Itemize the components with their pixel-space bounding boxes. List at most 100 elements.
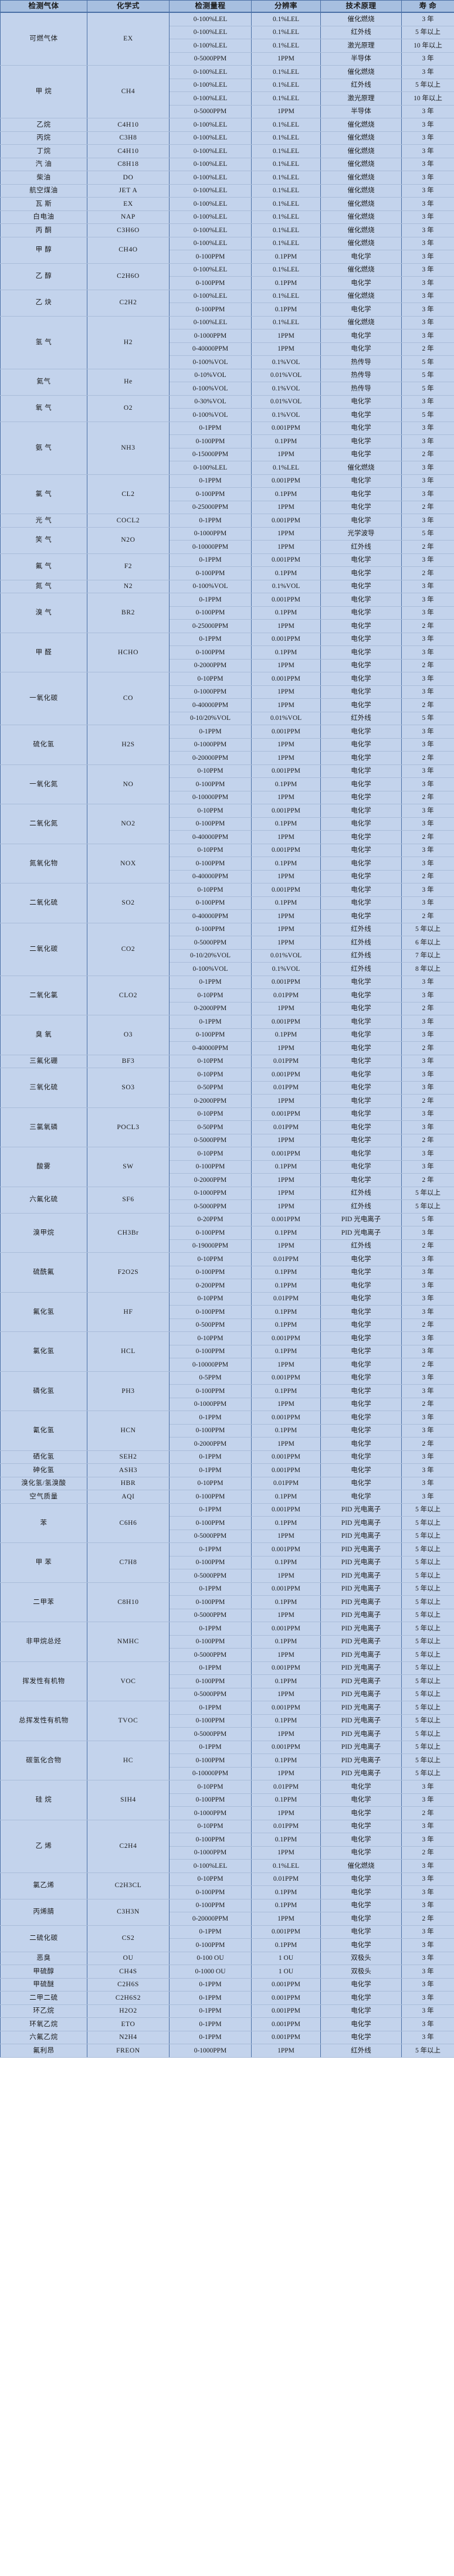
technology-cell: PID 光电离子 <box>320 1687 402 1701</box>
lifetime-cell: 3 年 <box>401 1965 454 1979</box>
chemical-formula-cell: C8H10 <box>87 1582 170 1622</box>
technology-cell: 电化学 <box>320 1977 402 1992</box>
chemical-formula-cell: CH4S <box>87 1965 170 1979</box>
table-row: 硅 烷 SIH4 0-10PPM 0.01PPM 电化学 3 年 <box>0 1780 454 1820</box>
lifetime-cell: 2 年 <box>401 540 454 554</box>
lifetime-cell: 2 年 <box>401 1133 454 1147</box>
resolution-cell: 1PPM <box>251 500 321 514</box>
chemical-formula-cell: He <box>87 368 170 396</box>
technology-cell: PID 光电离子 <box>320 1212 402 1226</box>
chemical-formula-cell: BR2 <box>87 593 170 633</box>
technology-cell: 热传导 <box>320 382 402 396</box>
detection-range-cell: 0-100PPM <box>169 250 252 264</box>
technology-cell: 电化学 <box>320 606 402 620</box>
lifetime-cell: 5 年以上 <box>401 1727 454 1741</box>
lifetime-cell: 5 年以上 <box>401 1634 454 1649</box>
lifetime-cell: 2 年 <box>401 909 454 923</box>
technology-cell: 电化学 <box>320 1384 402 1398</box>
table-row: 0-100PPM 0.1PPM 电化学 3 年 <box>1 896 454 910</box>
technology-cell: 电化学 <box>320 1120 402 1134</box>
detection-range-cell: 0-1PPM <box>169 1542 252 1557</box>
chemical-formula-cell: ASH3 <box>87 1463 170 1477</box>
detection-range-cell: 0-10PPM <box>169 1780 252 1794</box>
technology-cell: 电化学 <box>320 553 402 567</box>
resolution-cell: 0.01PPM <box>251 1780 321 1794</box>
gas-name-cell: 氯 气 <box>0 474 87 514</box>
gas-name-cell: 酸雾 <box>0 1147 87 1187</box>
lifetime-cell: 10 年以上 <box>401 91 454 106</box>
detection-range-cell: 0-2000PPM <box>169 1001 252 1015</box>
lifetime-cell: 3 年 <box>401 725 454 739</box>
table-row: 0-40000PPM 1PPM 电化学 2 年 <box>1 909 454 923</box>
lifetime-cell: 3 年 <box>401 303 454 317</box>
detection-range-cell: 0-100PPM <box>169 1714 252 1728</box>
detection-range-cell: 0-100PPM <box>169 1226 252 1240</box>
chemical-formula-cell: HCN <box>87 1411 170 1451</box>
resolution-cell: 0.1%LEL <box>251 39 321 53</box>
lifetime-cell: 5 年以上 <box>401 78 454 92</box>
resolution-cell: 0.1PPM <box>251 1226 321 1240</box>
resolution-cell: 1PPM <box>251 1648 321 1662</box>
lifetime-cell: 2 年 <box>401 790 454 804</box>
gas-name-cell: 氮氧化物 <box>0 843 87 883</box>
lifetime-cell: 3 年 <box>401 1938 454 1952</box>
detection-range-cell: 0-30%VOL <box>169 395 252 409</box>
chemical-formula-cell: C7H8 <box>87 1542 170 1583</box>
resolution-cell: 1PPM <box>251 869 321 883</box>
resolution-cell: 0.001PPM <box>251 1661 321 1675</box>
table-row: 笑 气 N2O 0-1000PPM 1PPM 光学波导 5 年 <box>0 526 454 554</box>
resolution-cell: 0.1%LEL <box>251 236 321 250</box>
resolution-cell: 0.001PPM <box>251 2030 321 2044</box>
detection-range-cell: 0-2000PPM <box>169 1437 252 1451</box>
chemical-formula-cell: NO2 <box>87 804 170 844</box>
table-row: 氯乙烯 C2H3CL 0-10PPM 0.01PPM 电化学 3 年 <box>0 1872 454 1899</box>
technology-cell: 红外线 <box>320 949 402 963</box>
lifetime-cell: 3 年 <box>401 804 454 818</box>
table-row: 0-1000PPM 1PPM 电化学 3 年 <box>1 738 454 752</box>
lifetime-cell: 3 年 <box>401 514 454 528</box>
gas-name-cell: 甲 苯 <box>0 1542 87 1583</box>
technology-cell: PID 光电离子 <box>320 1661 402 1675</box>
resolution-cell: 0.1%LEL <box>251 157 321 171</box>
detection-range-cell: 0-5000PPM <box>169 1199 252 1214</box>
detection-range-cell: 0-20000PPM <box>169 751 252 765</box>
resolution-cell: 0.001PPM <box>251 1740 321 1754</box>
technology-cell: 电化学 <box>320 1371 402 1385</box>
resolution-cell: 1PPM <box>251 540 321 554</box>
detection-range-cell: 0-40000PPM <box>169 342 252 356</box>
gas-name-cell: 六氟乙烷 <box>0 2030 87 2044</box>
table-row: 0-10/20%VOL 0.01%VOL 红外线 5 年 <box>1 711 454 725</box>
chemical-formula-cell: EX <box>87 197 170 211</box>
chemical-formula-cell: CH3Br <box>87 1212 170 1253</box>
table-header: 检测气体 化学式 检测量程 分辨率 技术原理 寿 命 <box>0 0 454 13</box>
resolution-cell: 0.1%VOL <box>251 408 321 422</box>
table-row: 0-5000PPM 1PPM PID 光电离子 5 年以上 <box>1 1608 454 1622</box>
detection-range-cell: 0-1PPM <box>169 1582 252 1596</box>
lifetime-cell: 5 年 <box>401 368 454 382</box>
detection-range-cell: 0-100PPM <box>169 1344 252 1358</box>
table-row: 溴 气 BR2 0-1PPM 0.001PPM 电化学 3 年 <box>0 593 454 633</box>
lifetime-cell: 5 年 <box>401 526 454 541</box>
lifetime-cell: 3 年 <box>401 487 454 501</box>
detection-range-cell: 0-100PPM <box>169 434 252 448</box>
gas-name-cell: 溴 气 <box>0 593 87 633</box>
detection-range-cell: 0-100%LEL <box>169 236 252 250</box>
detection-range-cell: 0-10PPM <box>169 1147 252 1161</box>
resolution-cell: 0.01%VOL <box>251 368 321 382</box>
table-row: 0-100PPM 0.1PPM 电化学 3 年 <box>1 1793 454 1807</box>
lifetime-cell: 3 年 <box>401 289 454 303</box>
table-row: 磷化氢 PH3 0-5PPM 0.001PPM 电化学 3 年 <box>0 1371 454 1411</box>
resolution-cell: 0.01%VOL <box>251 949 321 963</box>
detection-range-cell: 0-5000PPM <box>169 1727 252 1741</box>
chemical-formula-cell: C2H4 <box>87 1819 170 1873</box>
technology-cell: 电化学 <box>320 738 402 752</box>
table-row: 硒化氢 SEH2 0-1PPM 0.001PPM 电化学 3 年 <box>0 1450 454 1464</box>
resolution-cell: 0.1PPM <box>251 857 321 871</box>
lifetime-cell: 5 年以上 <box>401 1648 454 1662</box>
chemical-formula-cell: ETO <box>87 2017 170 2031</box>
resolution-cell: 0.1PPM <box>251 303 321 317</box>
table-row: 0-1000PPM 1PPM 电化学 2 年 <box>1 1397 454 1411</box>
lifetime-cell: 3 年 <box>401 276 454 290</box>
table-row: 二硫化碳 CS2 0-1PPM 0.001PPM 电化学 3 年 <box>0 1925 454 1952</box>
table-row: 0-100PPM 0.1PPM 电化学 3 年 <box>1 276 454 290</box>
